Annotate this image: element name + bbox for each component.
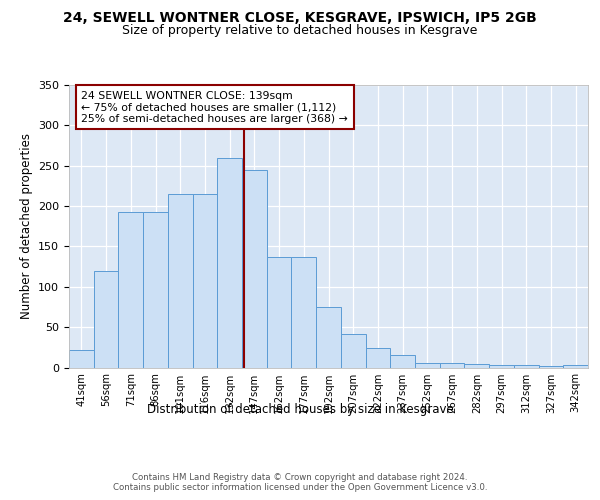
- Bar: [242, 170, 267, 368]
- Bar: [365, 348, 390, 368]
- Bar: [489, 365, 514, 368]
- Bar: [168, 194, 193, 368]
- Bar: [539, 366, 563, 368]
- Text: Size of property relative to detached houses in Kesgrave: Size of property relative to detached ho…: [122, 24, 478, 37]
- Bar: [440, 364, 464, 368]
- Text: 24 SEWELL WONTNER CLOSE: 139sqm
← 75% of detached houses are smaller (1,112)
25%: 24 SEWELL WONTNER CLOSE: 139sqm ← 75% of…: [82, 90, 348, 124]
- Text: 24, SEWELL WONTNER CLOSE, KESGRAVE, IPSWICH, IP5 2GB: 24, SEWELL WONTNER CLOSE, KESGRAVE, IPSW…: [63, 11, 537, 25]
- Bar: [143, 212, 168, 368]
- Bar: [390, 356, 415, 368]
- Bar: [514, 365, 539, 368]
- Bar: [69, 350, 94, 368]
- Bar: [193, 194, 217, 368]
- Text: Contains HM Land Registry data © Crown copyright and database right 2024.
Contai: Contains HM Land Registry data © Crown c…: [113, 472, 487, 492]
- Text: Distribution of detached houses by size in Kesgrave: Distribution of detached houses by size …: [146, 402, 454, 415]
- Bar: [415, 362, 440, 368]
- Bar: [267, 257, 292, 368]
- Bar: [341, 334, 365, 368]
- Bar: [217, 158, 242, 368]
- Y-axis label: Number of detached properties: Number of detached properties: [20, 133, 32, 320]
- Bar: [292, 257, 316, 368]
- Bar: [94, 270, 118, 368]
- Bar: [316, 307, 341, 368]
- Bar: [563, 365, 588, 368]
- Bar: [464, 364, 489, 368]
- Bar: [118, 212, 143, 368]
